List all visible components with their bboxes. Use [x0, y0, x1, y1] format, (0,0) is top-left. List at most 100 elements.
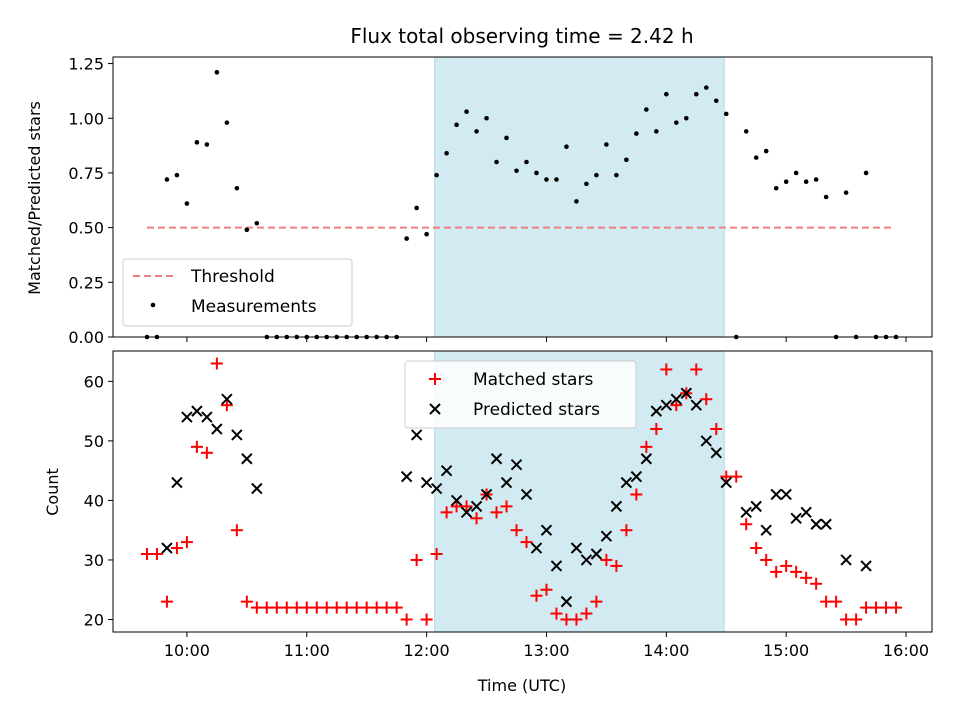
measurement-point [803, 179, 809, 184]
bottom-ylabel: Count [43, 468, 62, 516]
measurement-point [634, 131, 639, 136]
measurement-point [793, 170, 799, 176]
top-legend-box [122, 258, 353, 327]
predicted-star-point [520, 488, 533, 501]
matched-star-point [240, 595, 253, 608]
predicted-star-point [860, 560, 872, 572]
measurement-point [614, 172, 619, 178]
measurement-point [713, 98, 719, 104]
measurement-point [664, 91, 669, 97]
predicted-star-point [221, 393, 233, 405]
measurement-point [624, 157, 629, 163]
measurement-point [763, 148, 769, 154]
predicted-star-point [161, 542, 173, 554]
measurement-point [534, 170, 539, 176]
matched-star-point [550, 607, 563, 620]
matched-star-point [440, 506, 453, 519]
y-tick-label: 50 [84, 432, 104, 451]
y-tick-label: 0.25 [68, 273, 104, 292]
measurement-point [254, 220, 260, 226]
matched-star-point [160, 595, 173, 608]
predicted-star-point [530, 542, 543, 554]
x-tick-label: 11:00 [284, 641, 330, 660]
predicted-star-point [550, 560, 563, 572]
matched-star-point [400, 613, 413, 626]
x-tick-label: 15:00 [763, 641, 809, 660]
predicted-star-point [580, 554, 593, 566]
predicted-star-point [241, 453, 253, 465]
measurement-point [224, 120, 230, 125]
matched-star-point [690, 363, 703, 376]
matched-star-point [530, 589, 543, 602]
predicted-star-point [560, 595, 573, 608]
predicted-star-point [460, 506, 473, 519]
matched-star-point [590, 595, 603, 608]
legend-predicted-swatch [429, 403, 441, 415]
top-legend: Threshold Measurements [122, 258, 353, 327]
measurement-point [164, 177, 170, 182]
predicted-star-point [490, 453, 503, 465]
predicted-star-point [430, 482, 443, 495]
measurement-point [773, 185, 779, 191]
predicted-star-point [420, 476, 433, 489]
measurement-point [234, 185, 240, 191]
chart-title: Flux total observing time = 2.42 h [350, 24, 693, 48]
matched-star-point [670, 399, 683, 412]
measurement-point [474, 129, 479, 134]
matched-star-point [650, 422, 663, 435]
measurement-point [743, 129, 749, 134]
legend-measurements-swatch [150, 302, 156, 308]
matched-star-point [580, 607, 593, 620]
matched-star-point [430, 548, 443, 561]
xlabel: Time (UTC) [477, 676, 566, 695]
measurement-point [524, 159, 529, 165]
matched-star-point [660, 363, 673, 376]
matched-star-point [810, 577, 823, 590]
measurement-point [494, 159, 499, 165]
measurement-point [783, 179, 789, 184]
measurement-point [574, 199, 579, 204]
predicted-star-point [640, 453, 653, 465]
matched-star-point [170, 542, 183, 555]
matched-star-point [210, 357, 223, 370]
measurement-point [434, 172, 439, 178]
matched-star-point [830, 595, 843, 608]
predicted-star-point [410, 429, 423, 441]
legend-matched-label: Matched stars [473, 370, 593, 390]
matched-star-point [570, 613, 583, 626]
predicted-star-point [251, 482, 263, 495]
predicted-star-point [650, 405, 663, 417]
measurement-point [813, 177, 819, 182]
measurement-point [604, 142, 609, 147]
matched-star-point [890, 601, 903, 614]
measurement-point [174, 172, 180, 178]
matched-star-point [780, 559, 793, 572]
predicted-star-point [211, 423, 223, 435]
measurement-point [214, 70, 220, 75]
matched-star-point [390, 601, 403, 614]
measurement-point [843, 190, 849, 195]
measurement-point [564, 144, 569, 149]
top-ylabel: Matched/Predicted stars [25, 101, 44, 295]
highlight-span [434, 56, 725, 338]
measurement-point [654, 129, 659, 134]
x-tick-label: 16:00 [883, 641, 929, 660]
matched-star-point [790, 565, 803, 578]
matched-star-point [850, 613, 863, 626]
matched-star-point [710, 422, 723, 435]
x-tick-label: 10:00 [164, 641, 210, 660]
matched-star-point [630, 488, 643, 501]
measurement-point [584, 181, 589, 187]
matched-star-point [730, 470, 743, 483]
top-panel: 0.00 0.25 0.50 0.75 1.00 1.25 Matched/Predict… [25, 55, 933, 347]
measurement-point [444, 150, 449, 156]
predicted-star-point [620, 476, 633, 489]
bottom-panel: 20 30 40 50 60 10:00 11:00 12:00 13:00 14:00 15:00… [43, 350, 933, 695]
predicted-star-point [470, 500, 483, 513]
y-tick-label: 40 [84, 491, 104, 510]
matched-star-point [190, 440, 203, 453]
legend-matched-swatch [429, 373, 441, 385]
matched-star-point [620, 524, 633, 537]
matched-star-point [610, 559, 623, 572]
